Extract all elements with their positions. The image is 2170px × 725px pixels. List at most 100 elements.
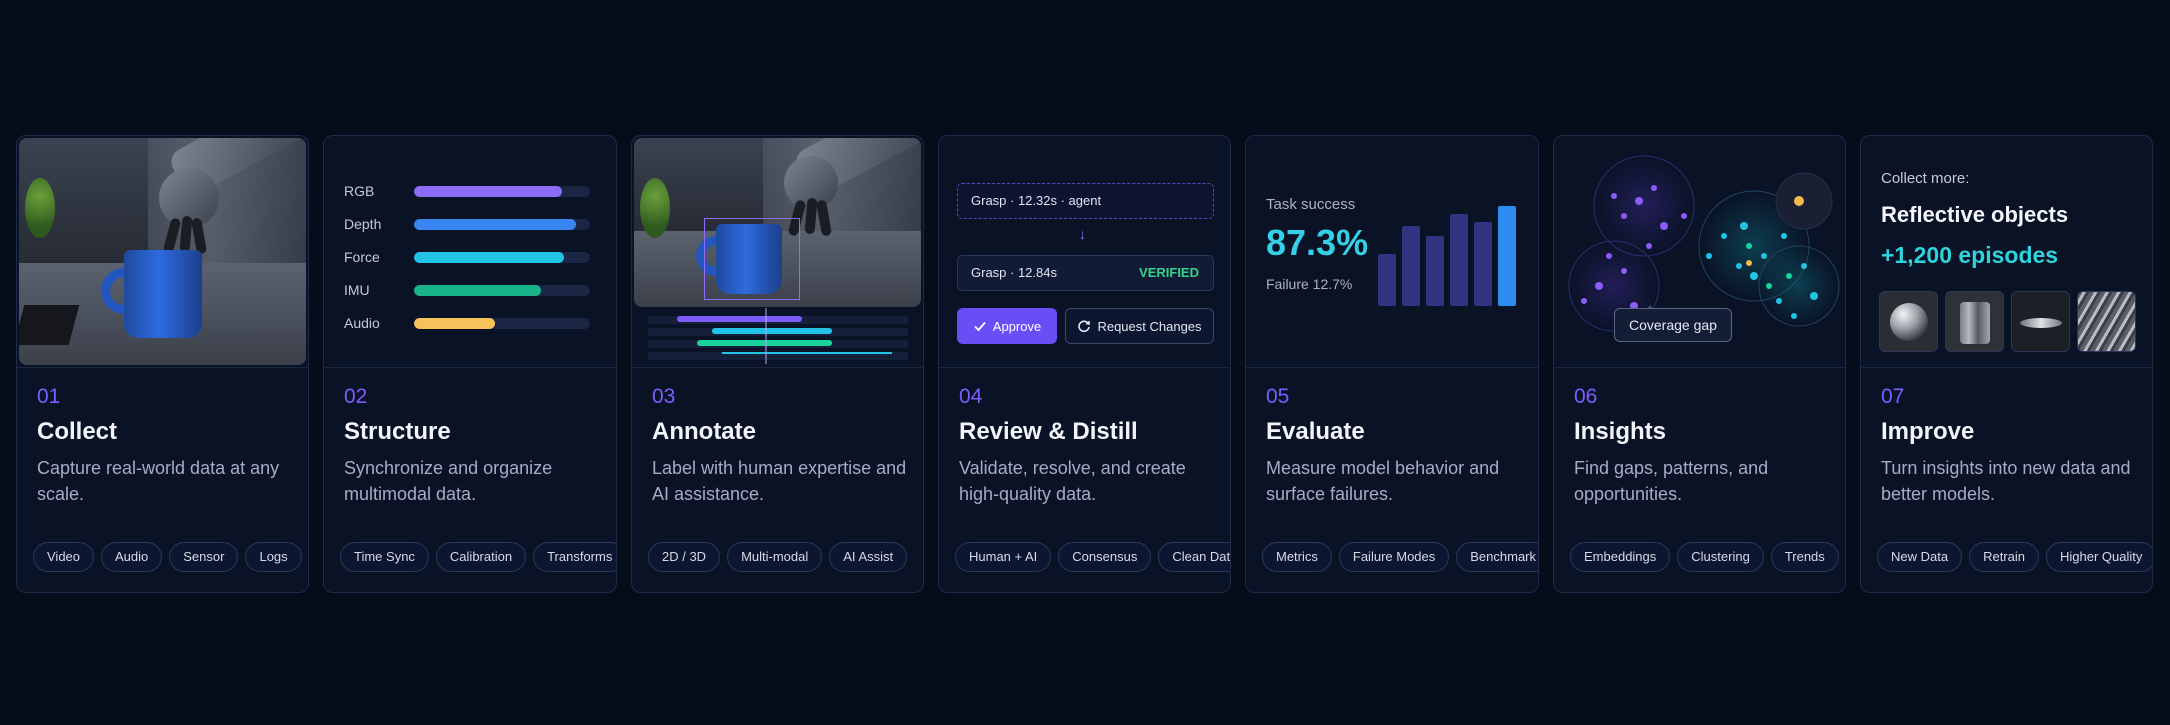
- success-bar: [1426, 236, 1444, 306]
- improve-visual: Collect more: Reflective objects +1,200 …: [1861, 136, 2152, 368]
- stream-row: RGB: [344, 183, 590, 199]
- tag-video[interactable]: Video: [33, 542, 95, 572]
- stream-row: Depth: [344, 216, 590, 232]
- glass-cylinder-thumbnail[interactable]: [1945, 291, 2004, 352]
- annotate-visual: [632, 136, 923, 368]
- request-changes-label: Request Changes: [1097, 318, 1202, 334]
- success-bar: [1402, 226, 1420, 306]
- pipeline-cards: 01 Collect Capture real-world data at an…: [16, 135, 2153, 593]
- card-improve[interactable]: Collect more: Reflective objects +1,200 …: [1860, 135, 2153, 593]
- step-description: Label with human expertise and AI assist…: [652, 458, 907, 504]
- stream-row: IMU: [344, 282, 590, 298]
- tag-2d-3d[interactable]: 2D / 3D: [648, 542, 721, 572]
- tag-ai-assist[interactable]: AI Assist: [829, 542, 908, 572]
- tag-new-data[interactable]: New Data: [1877, 542, 1963, 572]
- approve-label: Approve: [992, 318, 1042, 334]
- evaluate-visual: Task success 87.3% Failure 12.7%: [1246, 136, 1538, 368]
- tag-list: Video Audio Sensor Logs: [33, 542, 302, 572]
- stream-bar: [414, 284, 541, 296]
- step-description: Validate, resolve, and create high-quali…: [959, 458, 1186, 504]
- tag-audio[interactable]: Audio: [101, 542, 163, 572]
- tag-metrics[interactable]: Metrics: [1262, 542, 1332, 572]
- thumbnail-strip: [1879, 291, 2136, 352]
- step-description: Turn insights into new data and better m…: [1881, 458, 2131, 504]
- card-review[interactable]: Grasp · 12.32s · agent ↓ Grasp · 12.84s …: [938, 135, 1231, 593]
- tag-list: Embeddings Clustering Trends: [1570, 542, 1839, 572]
- tag-clustering[interactable]: Clustering: [1677, 542, 1764, 572]
- review-visual: Grasp · 12.32s · agent ↓ Grasp · 12.84s …: [939, 136, 1230, 368]
- metal-sphere-thumbnail[interactable]: [1879, 291, 1938, 352]
- approve-button[interactable]: Approve: [957, 308, 1057, 344]
- arrow-down-icon: ↓: [1079, 226, 1086, 242]
- tag-retrain[interactable]: Retrain: [1969, 542, 2039, 572]
- stream-bar: [414, 317, 495, 329]
- stream-bar: [414, 251, 564, 263]
- tag-consensus[interactable]: Consensus: [1058, 542, 1152, 572]
- tag-list: Metrics Failure Modes Benchmark: [1262, 542, 1538, 572]
- step-description: Measure model behavior and surface failu…: [1266, 458, 1500, 504]
- object-category: Reflective objects: [1881, 202, 2069, 227]
- step-title: Structure: [344, 418, 451, 445]
- tag-failure-modes[interactable]: Failure Modes: [1338, 542, 1450, 572]
- stream-label: Force: [344, 249, 380, 265]
- card-insights[interactable]: Coverage gap 06 Insights Find gaps, patt…: [1553, 135, 1846, 593]
- tag-human-ai[interactable]: Human + AI: [955, 542, 1052, 572]
- robot-arm-mug-photo: [19, 138, 306, 365]
- success-bar: [1378, 254, 1396, 306]
- stream-label: Depth: [344, 216, 382, 232]
- verified-segment[interactable]: Grasp · 12.84s VERIFIED: [957, 255, 1214, 291]
- stream-row: Force: [344, 249, 590, 265]
- segment-label: Grasp · 12.84s: [971, 265, 1057, 280]
- refresh-icon: [1078, 320, 1091, 333]
- step-description: Find gaps, patterns, and opportunities.: [1574, 458, 1769, 504]
- step-description: Synchronize and organize multimodal data…: [344, 458, 553, 504]
- tag-clean-data[interactable]: Clean Data: [1158, 542, 1230, 572]
- metal-sheet-thumbnail[interactable]: [2077, 291, 2136, 352]
- coverage-gap-callout[interactable]: Coverage gap: [1614, 308, 1732, 342]
- request-changes-button[interactable]: Request Changes: [1065, 308, 1214, 344]
- stream-label: RGB: [344, 183, 375, 199]
- verified-badge: VERIFIED: [1139, 265, 1199, 280]
- stream-label: Audio: [344, 315, 380, 331]
- stream-bar: [414, 185, 562, 197]
- tag-benchmark[interactable]: Benchmark: [1456, 542, 1538, 572]
- glass-dish-thumbnail[interactable]: [2011, 291, 2070, 352]
- step-title: Insights: [1574, 418, 1667, 445]
- tag-list: New Data Retrain Higher Quality: [1877, 542, 2152, 572]
- stream-bar: [414, 218, 576, 230]
- timeline-tracks: [648, 308, 908, 364]
- tag-calibration[interactable]: Calibration: [435, 542, 527, 572]
- step-number: 05: [1266, 385, 1290, 408]
- episode-count: +1,200 episodes: [1881, 242, 2059, 268]
- step-title: Evaluate: [1266, 418, 1365, 445]
- card-structure[interactable]: RGB Depth Force IMU Audio 02 Structure S…: [323, 135, 617, 593]
- card-evaluate[interactable]: Task success 87.3% Failure 12.7% 05 Eval…: [1245, 135, 1539, 593]
- step-title: Improve: [1881, 418, 1975, 445]
- tag-embeddings[interactable]: Embeddings: [1570, 542, 1671, 572]
- insights-visual: Coverage gap: [1554, 136, 1845, 368]
- metric-label: Task success: [1266, 196, 1356, 213]
- tag-logs[interactable]: Logs: [245, 542, 302, 572]
- success-bar-chart: [1378, 206, 1518, 306]
- card-annotate[interactable]: 03 Annotate Label with human expertise a…: [631, 135, 924, 593]
- tag-transforms[interactable]: Transforms: [533, 542, 616, 572]
- stream-label: IMU: [344, 282, 370, 298]
- card-collect[interactable]: 01 Collect Capture real-world data at an…: [16, 135, 309, 593]
- failure-rate: Failure 12.7%: [1266, 276, 1353, 292]
- step-title: Review & Distill: [959, 418, 1138, 445]
- bounding-box[interactable]: [704, 218, 800, 300]
- stream-row: Audio: [344, 315, 590, 331]
- tag-multi-modal[interactable]: Multi-modal: [727, 542, 823, 572]
- proposed-segment[interactable]: Grasp · 12.32s · agent: [957, 183, 1214, 219]
- step-title: Collect: [37, 418, 118, 445]
- step-number: 06: [1574, 385, 1598, 408]
- structure-visual: RGB Depth Force IMU Audio: [324, 136, 616, 368]
- tag-higher-quality[interactable]: Higher Quality: [2046, 542, 2152, 572]
- tag-trends[interactable]: Trends: [1770, 542, 1839, 572]
- embedding-scatter: [1568, 155, 1840, 332]
- tag-time-sync[interactable]: Time Sync: [340, 542, 429, 572]
- collect-visual: [17, 136, 308, 368]
- tag-sensor[interactable]: Sensor: [169, 542, 239, 572]
- step-number: 04: [959, 385, 983, 408]
- step-description: Capture real-world data at any scale.: [37, 458, 280, 504]
